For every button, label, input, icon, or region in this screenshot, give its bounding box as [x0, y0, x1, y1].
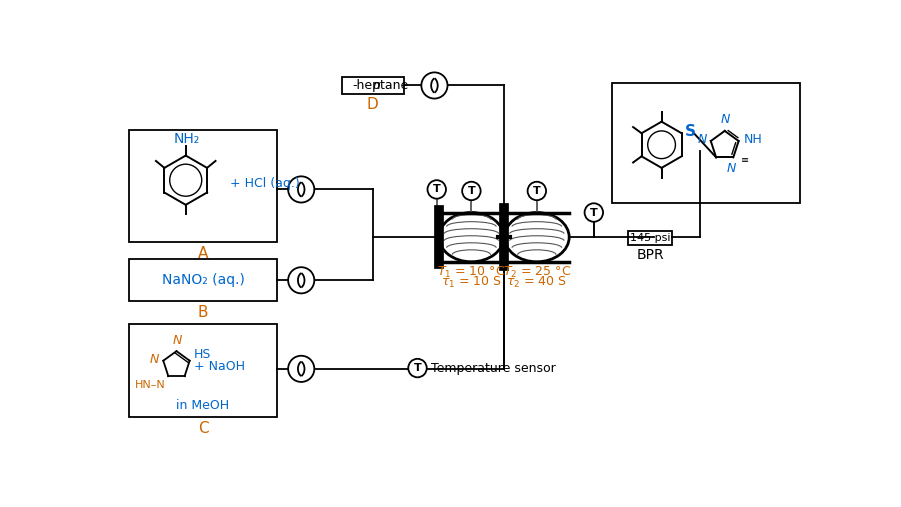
- Text: N: N: [697, 133, 707, 146]
- Text: B: B: [198, 305, 208, 320]
- Bar: [628, 231, 672, 245]
- Text: ≡: ≡: [741, 156, 749, 165]
- Text: NaNO₂ (aq.): NaNO₂ (aq.): [161, 273, 244, 287]
- Text: T: T: [533, 186, 541, 196]
- Text: N: N: [721, 113, 730, 126]
- Circle shape: [408, 359, 427, 377]
- Text: n: n: [373, 79, 381, 92]
- Text: S: S: [686, 124, 696, 139]
- Circle shape: [427, 180, 446, 199]
- Text: $T_1$ = 10 °C: $T_1$ = 10 °C: [437, 265, 505, 280]
- Text: + NaOH: + NaOH: [194, 360, 244, 373]
- Text: + HCl (aq.): + HCl (aq.): [231, 177, 300, 190]
- Text: HN–N: HN–N: [135, 380, 166, 390]
- Text: HS: HS: [194, 348, 211, 361]
- Text: NH₂: NH₂: [173, 132, 200, 146]
- Text: T: T: [468, 186, 475, 196]
- Text: C: C: [197, 421, 208, 436]
- Text: Temperature sensor: Temperature sensor: [432, 361, 556, 375]
- Text: T: T: [432, 185, 441, 194]
- Circle shape: [528, 182, 546, 200]
- Text: T: T: [414, 363, 422, 373]
- Ellipse shape: [505, 212, 569, 262]
- Text: D: D: [367, 97, 378, 112]
- Bar: [129, 259, 278, 301]
- Bar: [129, 324, 278, 417]
- Text: N: N: [727, 162, 736, 175]
- Text: $\tau_1$ = 10 S: $\tau_1$ = 10 S: [441, 275, 502, 290]
- Text: 145 psi: 145 psi: [630, 233, 670, 243]
- Text: NH: NH: [743, 133, 762, 146]
- Circle shape: [288, 267, 314, 294]
- Text: A: A: [198, 246, 208, 261]
- Circle shape: [288, 176, 314, 202]
- Text: N: N: [150, 353, 159, 366]
- Bar: [612, 83, 800, 202]
- Circle shape: [585, 203, 603, 222]
- Text: -heptane: -heptane: [352, 79, 408, 92]
- Text: $T_2$ = 25 °C: $T_2$ = 25 °C: [503, 265, 571, 280]
- Text: N: N: [173, 334, 182, 346]
- Circle shape: [462, 182, 480, 200]
- Bar: [129, 130, 278, 242]
- Text: BPR: BPR: [636, 248, 664, 262]
- Ellipse shape: [439, 212, 504, 262]
- Circle shape: [422, 73, 448, 98]
- Bar: [342, 77, 404, 94]
- Text: T: T: [590, 207, 597, 218]
- Circle shape: [288, 356, 314, 382]
- Text: $\tau_2$ = 40 S: $\tau_2$ = 40 S: [506, 275, 568, 290]
- Text: in MeOH: in MeOH: [177, 400, 230, 412]
